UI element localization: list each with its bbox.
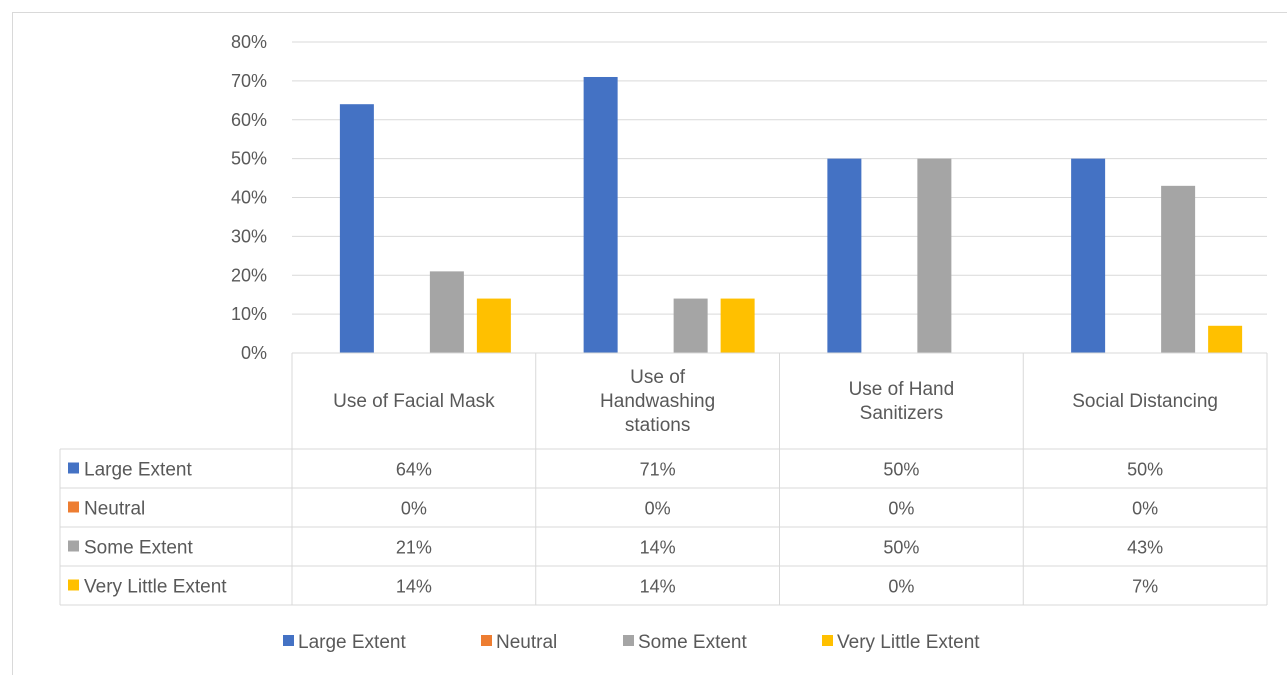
legend-label: Very Little Extent [837,632,980,653]
bar-large-extent [1071,158,1106,353]
y-tick-label: 40% [231,188,267,208]
table-legend-key [68,462,79,474]
table-series-name: Neutral [84,499,145,520]
table-cell-value: 50% [1127,460,1163,480]
category-label: Sanitizers [860,403,943,424]
category-label: Use of Facial Mask [333,391,495,412]
y-tick-label: 0% [241,343,267,363]
table-cell-value: 0% [401,499,427,519]
y-tick-label: 80% [231,32,267,52]
y-tick-label: 30% [231,226,267,246]
bar-some-extent [429,271,464,353]
category-label: Use of Hand [849,379,955,400]
category-label: Social Distancing [1072,391,1218,412]
bar-large-extent [827,158,862,353]
legend-key [822,635,833,646]
bar-large-extent [583,76,618,354]
table-cell-value: 64% [396,460,432,480]
category-label: stations [625,415,690,436]
table-cell-value: 14% [396,577,432,597]
bar-some-extent [917,158,952,353]
table-cell-value: 14% [640,577,676,597]
legend-label: Some Extent [638,632,747,653]
table-cell-value: 0% [645,499,671,519]
table-series-name: Some Extent [84,538,193,559]
y-tick-label: 10% [231,304,267,324]
y-tick-label: 50% [231,149,267,169]
category-label: Handwashing [600,391,715,412]
table-series-name: Large Extent [84,460,192,481]
chart-frame [12,12,1287,675]
bar-large-extent [339,104,374,353]
bar-very-little-extent [720,298,755,353]
table-cell-value: 7% [1132,577,1158,597]
y-tick-label: 20% [231,265,267,285]
table-legend-key [68,540,79,552]
table-cell-value: 50% [883,538,919,558]
bar-some-extent [673,298,708,353]
table-cell-value: 0% [888,499,914,519]
table-cell-value: 21% [396,538,432,558]
legend-label: Large Extent [298,632,406,653]
bar-very-little-extent [476,298,511,353]
legend-key [481,635,492,646]
y-tick-label: 60% [231,110,267,130]
table-legend-key [68,579,79,591]
bar-some-extent [1161,185,1196,353]
table-series-name: Very Little Extent [84,577,227,598]
table-cell-value: 0% [888,577,914,597]
table-cell-value: 50% [883,460,919,480]
legend-key [283,635,294,646]
category-label: Use of [630,367,686,388]
table-cell-value: 71% [640,460,676,480]
y-tick-label: 70% [231,71,267,91]
bar-very-little-extent [1208,325,1243,353]
table-legend-key [68,501,79,513]
legend-label: Neutral [496,632,557,653]
table-cell-value: 0% [1132,499,1158,519]
table-cell-value: 14% [640,538,676,558]
table-cell-value: 43% [1127,538,1163,558]
legend-key [623,635,634,646]
